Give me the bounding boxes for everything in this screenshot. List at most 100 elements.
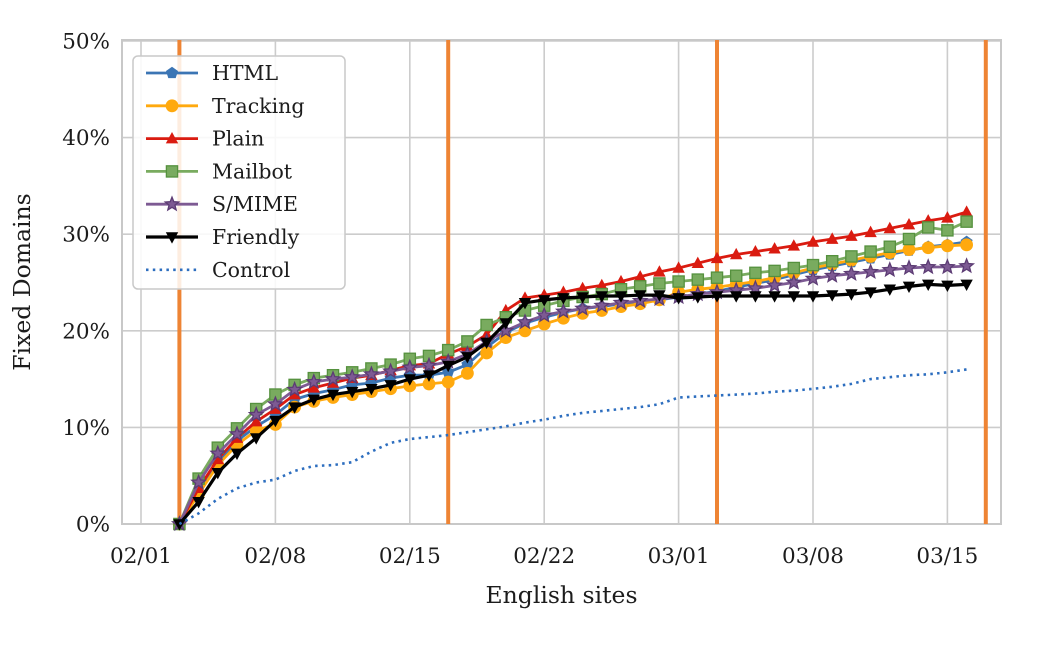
star-marker [862,263,880,280]
triangle-down-marker [653,290,666,302]
legend-item-tracking: Tracking [146,94,304,118]
triangle-up-marker [165,132,179,144]
triangle-down-marker [768,291,781,303]
square-marker [710,271,724,284]
triangle-down-marker [691,292,704,304]
star-marker [574,299,592,316]
triangle-down-marker [307,394,320,406]
triangle-up-marker [787,239,800,251]
circle-marker [960,238,973,252]
star-marker [382,362,400,379]
legend-item-html: HTML [146,61,279,85]
y-tick-label: 30% [62,223,110,248]
pentagon-marker [166,66,178,79]
triangle-down-marker [365,383,378,396]
y-axis-label: Fixed Domains [8,193,36,371]
triangle-down-marker [941,280,954,292]
legend-label: Plain [212,127,264,151]
triangle-down-marker [403,374,416,386]
series-control [178,368,967,526]
star-marker [163,195,181,212]
y-tick-label: 40% [62,126,110,151]
square-marker [480,318,493,332]
triangle-down-marker [269,415,282,428]
triangle-up-marker [730,247,743,260]
triangle-down-marker [710,291,724,303]
triangle-up-marker [672,261,685,273]
star-marker [938,258,956,275]
triangle-up-marker [653,265,666,277]
triangle-up-marker [806,235,820,247]
square-marker [806,258,820,272]
legend: HTML Tracking Plain Mailbot S/MIME Friendly Co… [132,55,346,290]
triangle-up-marker [288,387,301,400]
square-marker [864,245,877,258]
circle-marker [441,375,455,389]
triangle-down-marker [165,232,179,244]
triangle-down-marker [288,402,301,414]
triangle-up-marker [691,256,704,268]
triangle-down-marker [518,297,532,310]
triangle-up-marker [710,251,724,264]
triangle-up-marker [960,205,973,217]
triangle-down-marker [173,519,186,531]
y-tick-label: 0% [76,513,110,538]
star-marker [190,473,208,490]
triangle-up-marker [826,232,839,244]
triangle-up-marker [864,225,877,238]
triangle-down-marker [538,295,551,307]
square-marker [165,165,179,178]
legend-label: Friendly [212,225,300,249]
triangle-up-marker [768,242,781,254]
star-marker [593,296,611,313]
series-friendly [173,279,973,531]
circle-marker [537,317,551,331]
star-marker [804,269,822,286]
triangle-down-marker [864,287,877,299]
triangle-down-marker [442,360,455,373]
triangle-up-marker [634,270,647,282]
star-marker [362,365,380,382]
triangle-down-marker [250,433,263,445]
legend-label: HTML [212,61,279,85]
triangle-down-marker [480,337,493,349]
x-tick-label: 02/08 [244,544,306,569]
circle-marker [518,324,532,338]
triangle-down-marker [806,291,820,303]
star-marker [842,264,860,281]
legend-label: Tracking [212,94,304,118]
star-marker [881,261,899,278]
legend-label: Mailbot [212,159,293,183]
square-marker [960,215,973,228]
square-marker [768,264,781,278]
circle-marker [165,99,179,113]
square-marker [653,277,666,290]
star-marker [919,258,937,275]
circle-marker [422,377,436,391]
triangle-down-marker [634,290,647,302]
star-marker [343,368,361,385]
x-axis-label: English sites [485,581,637,609]
legend-label: S/MIME [212,192,298,216]
star-marker [766,276,784,293]
square-marker [883,240,897,254]
triangle-down-marker [845,289,858,301]
star-marker [228,425,246,442]
star-marker [554,302,572,319]
triangle-up-marker [269,402,282,414]
plot-border [121,39,1002,525]
circle-marker [403,379,417,393]
star-marker [209,444,227,461]
x-tick-label: 02/01 [110,544,172,569]
star-marker [247,405,265,423]
triangle-up-marker [902,217,916,230]
circle-marker [902,243,916,257]
circle-marker [461,366,474,380]
triangle-up-marker [941,211,954,223]
circle-marker [921,241,935,255]
square-marker [845,250,858,263]
triangle-down-marker [499,318,512,330]
y-tick-label: 50% [62,30,110,55]
triangle-down-marker [230,448,244,461]
